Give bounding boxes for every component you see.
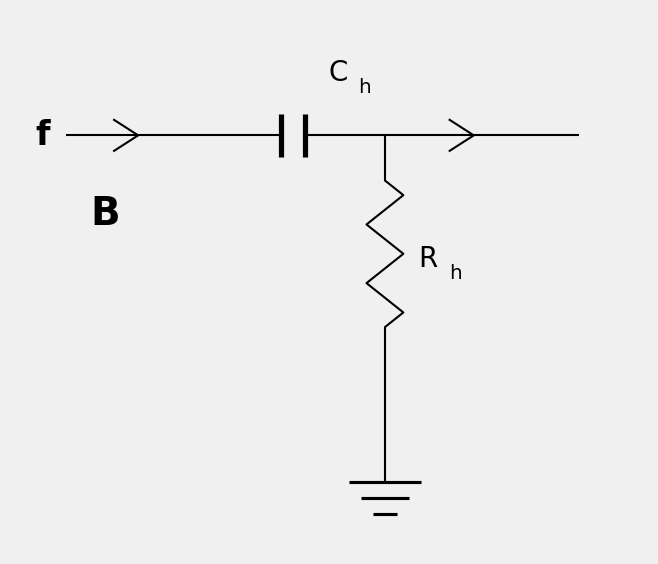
Text: C: C bbox=[329, 59, 348, 87]
Text: h: h bbox=[449, 264, 462, 283]
Text: R: R bbox=[418, 245, 437, 274]
Text: h: h bbox=[359, 78, 371, 97]
Text: B: B bbox=[90, 195, 120, 233]
Text: f: f bbox=[36, 119, 50, 152]
